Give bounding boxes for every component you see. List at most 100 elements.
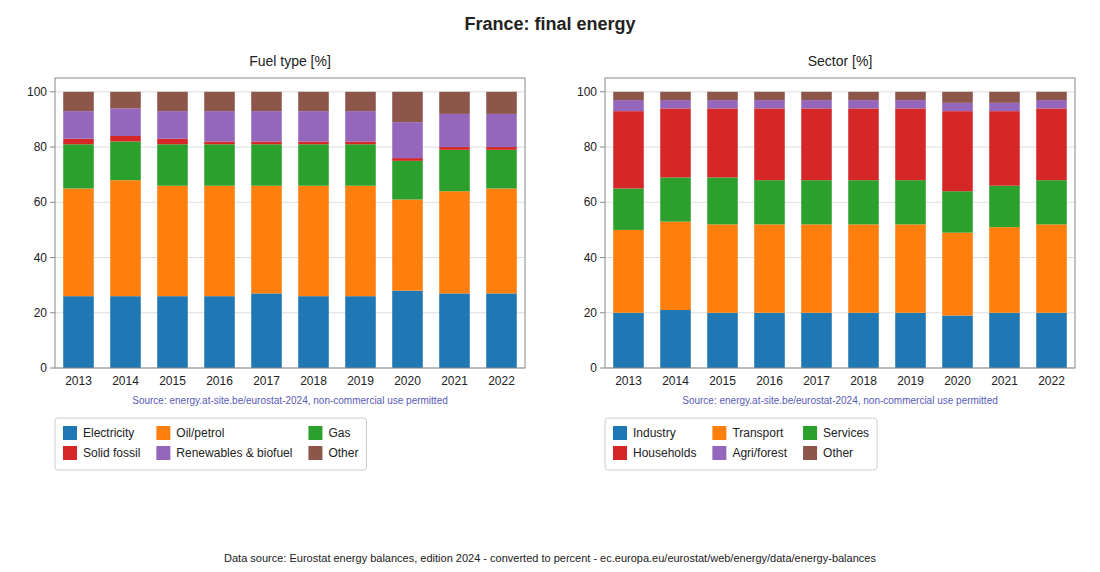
bar-segment: Other, 2020: 4 [942, 92, 973, 103]
x-tick-label: 2018 [850, 374, 877, 388]
bar-segment: Electricity, 2013: 26 [63, 296, 94, 368]
bar-segment: Solid fossil, 2014: 2 [110, 136, 141, 142]
y-tick-label: 0 [40, 361, 47, 375]
legend-item: Other [308, 446, 358, 460]
y-tick [600, 368, 605, 369]
bar-segment: Oil/petrol, 2019: 40 [345, 186, 376, 296]
y-tick [50, 257, 55, 258]
bar-segment: Solid fossil, 2016: 1 [204, 142, 235, 145]
bar-segment: Transport, 2022: 32 [1036, 224, 1067, 312]
bar-segment: Industry, 2013: 20 [613, 313, 644, 368]
legend-item: Gas [308, 426, 350, 440]
bar-segment: Renewables & biofuel, 2018: 11 [298, 111, 329, 141]
bar-segment: Agri/forest, 2020: 3 [942, 103, 973, 111]
y-tick-label: 20 [584, 306, 598, 320]
x-tick-label: 2017 [803, 374, 830, 388]
y-tick [600, 91, 605, 92]
figure-title: France: final energy [464, 14, 635, 34]
bar-segment: Solid fossil, 2013: 2 [63, 139, 94, 145]
legend-swatch [156, 426, 170, 440]
figure-note: Data source: Eurostat energy balances, e… [224, 552, 876, 564]
bar-segment: Transport, 2018: 32 [848, 224, 879, 312]
y-tick-label: 100 [27, 85, 47, 99]
bar-segment: Renewables & biofuel, 2021: 12 [439, 114, 470, 147]
bar-segment: Gas, 2022: 14 [486, 150, 517, 189]
legend-swatch [613, 446, 627, 460]
bar-segment: Households, 2018: 26 [848, 108, 879, 180]
x-tick-label: 2015 [709, 374, 736, 388]
x-tick-label: 2015 [159, 374, 186, 388]
bar-segment: Gas, 2018: 15 [298, 144, 329, 185]
legend: ElectricityOil/petrolGasSolid fossilRene… [55, 418, 366, 470]
x-tick-label: 2016 [206, 374, 233, 388]
bar-segment: Electricity, 2014: 26 [110, 296, 141, 368]
legend-swatch [63, 426, 77, 440]
x-tick-label: 2019 [897, 374, 924, 388]
legend-label: Households [633, 446, 696, 460]
bar-segment: Industry, 2017: 20 [801, 313, 832, 368]
bar-segment: Services, 2022: 16 [1036, 180, 1067, 224]
bar-segment: Agri/forest, 2013: 4 [613, 100, 644, 111]
bar-segment: Agri/forest, 2018: 3 [848, 100, 879, 108]
bar-segment: Electricity, 2016: 26 [204, 296, 235, 368]
bar-segment: Services, 2017: 16 [801, 180, 832, 224]
x-tick-label: 2022 [488, 374, 515, 388]
bar-segment: Agri/forest, 2021: 3 [989, 103, 1020, 111]
legend-label: Electricity [83, 426, 134, 440]
y-tick [600, 257, 605, 258]
bar-segment: Gas, 2020: 14 [392, 161, 423, 200]
bar-segment: Other, 2022: 3 [1036, 92, 1067, 100]
bar-segment: Transport, 2020: 30 [942, 233, 973, 316]
bar-segment: Other, 2021: 4 [989, 92, 1020, 103]
bar-segment: Industry, 2016: 20 [754, 313, 785, 368]
bar-segment: Transport, 2021: 31 [989, 227, 1020, 313]
y-tick [600, 147, 605, 148]
bar-segment: Gas, 2019: 15 [345, 144, 376, 185]
bar-segment: Households, 2016: 26 [754, 108, 785, 180]
legend-swatch [803, 446, 817, 460]
legend-swatch [156, 446, 170, 460]
x-tick-label: 2014 [662, 374, 689, 388]
legend-item: Households [613, 446, 696, 460]
x-tick-label: 2020 [944, 374, 971, 388]
bar-segment: Gas, 2017: 15 [251, 144, 282, 185]
bar-segment: Solid fossil, 2019: 1 [345, 142, 376, 145]
bar-segment: Industry, 2020: 19 [942, 316, 973, 368]
x-tick-label: 2020 [394, 374, 421, 388]
bar-segment: Households, 2013: 28 [613, 111, 644, 188]
bar-segment: Households, 2022: 26 [1036, 108, 1067, 180]
bar-segment: Oil/petrol, 2021: 37 [439, 191, 470, 293]
bar-segment: Renewables & biofuel, 2015: 10 [157, 111, 188, 139]
bar-segment: Oil/petrol, 2020: 33 [392, 200, 423, 291]
legend-item: Transport [712, 426, 784, 440]
y-tick-label: 100 [577, 85, 597, 99]
bar-segment: Industry, 2014: 21 [660, 310, 691, 368]
bars: Industry, 2013: 20 Industry, 2014: 21 Indu… [613, 92, 1067, 368]
bar-segment: Renewables & biofuel, 2019: 11 [345, 111, 376, 141]
bar-segment: Agri/forest, 2022: 3 [1036, 100, 1067, 108]
bar-segment: Oil/petrol, 2013: 39 [63, 188, 94, 296]
bar-segment: Solid fossil, 2021: 1 [439, 147, 470, 150]
bar-segment: Renewables & biofuel, 2014: 10 [110, 108, 141, 136]
y-tick [50, 147, 55, 148]
bar-segment: Solid fossil, 2017: 1 [251, 142, 282, 145]
bar-segment: Oil/petrol, 2018: 40 [298, 186, 329, 296]
bar-segment: Renewables & biofuel, 2013: 10 [63, 111, 94, 139]
bar-segment: Households, 2021: 27 [989, 111, 1020, 186]
bar-segment: Oil/petrol, 2014: 42 [110, 180, 141, 296]
y-tick-label: 40 [584, 251, 598, 265]
bar-segment: Electricity, 2020: 28 [392, 291, 423, 368]
bar-segment: Transport, 2019: 32 [895, 224, 926, 312]
y-tick [600, 202, 605, 203]
bar-segment: Solid fossil, 2015: 2 [157, 139, 188, 145]
bar-segment: Transport, 2016: 32 [754, 224, 785, 312]
x-tick-label: 2021 [991, 374, 1018, 388]
bar-segment: Other, 2021: 8 [439, 92, 470, 114]
bar-segment: Industry, 2018: 20 [848, 313, 879, 368]
bars: Electricity, 2013: 26 Electricity, 2014: … [63, 92, 517, 368]
source-note: Source: energy.at-site.be/eurostat-2024,… [132, 395, 448, 406]
bar-segment: Other, 2013: 3 [613, 92, 644, 100]
legend-item: Solid fossil [63, 446, 140, 460]
legend-swatch [308, 426, 322, 440]
y-tick [50, 368, 55, 369]
